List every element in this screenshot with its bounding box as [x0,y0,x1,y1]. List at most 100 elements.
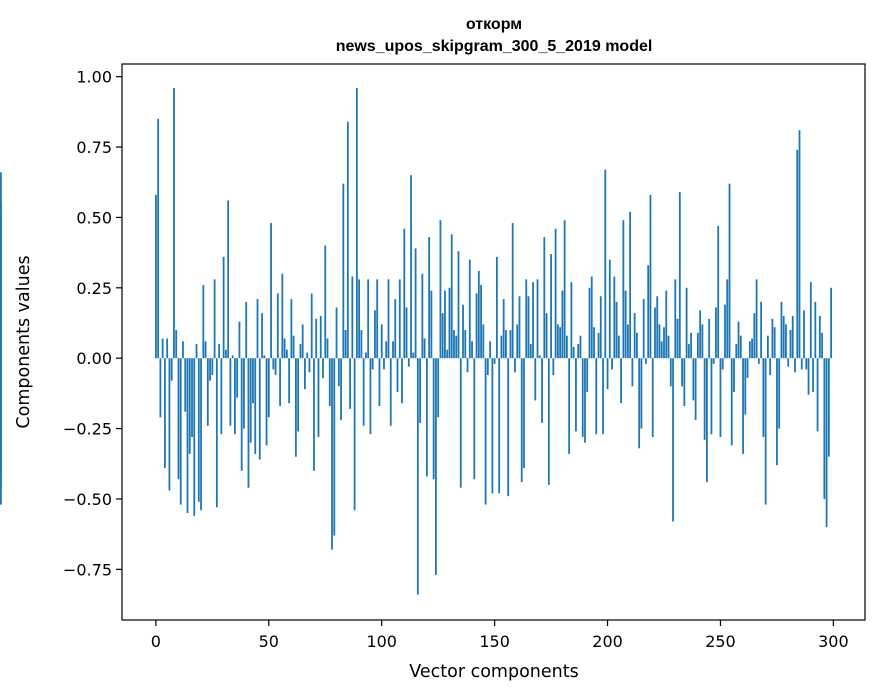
bar [665,290,668,359]
bar [168,358,171,491]
bar [789,330,792,359]
bar [335,307,338,359]
bar [559,327,562,359]
bar [751,338,753,359]
bar [340,358,342,421]
bar [281,273,284,359]
bar [204,341,207,359]
bar [206,358,209,426]
chart-title: откорм [466,16,522,33]
bar [403,228,406,359]
bar [258,358,261,460]
bar [505,330,507,359]
bar [471,341,473,359]
bar [0,346,2,359]
bar [597,332,600,359]
bar [202,284,205,359]
bar [728,183,731,359]
bar [313,358,315,471]
bar [254,358,257,454]
bar [626,324,629,359]
bar [344,330,347,359]
bar [0,172,2,359]
bar [823,358,826,499]
bar [362,358,365,426]
bar [0,358,2,460]
bar [256,299,259,359]
bar [733,358,735,392]
bar [351,276,354,359]
bar [674,279,677,359]
bar [717,225,720,359]
bar [184,358,187,412]
bar [545,313,548,359]
bar [398,279,401,359]
bar [791,315,794,359]
bar [215,358,218,508]
bar [538,355,541,359]
bar [211,358,214,376]
bar [378,358,381,407]
bar [710,358,713,435]
bar [482,324,485,359]
bar [468,259,471,359]
bar [615,301,618,359]
bar [292,335,295,359]
bar [331,358,333,550]
bar [288,358,291,404]
bar [658,324,661,359]
bar [724,304,726,359]
bar [414,248,417,359]
x-tick-label: 150 [479,632,510,651]
bar [191,358,193,438]
bar [620,358,622,404]
bar [299,344,302,359]
bar [703,358,706,440]
bar [376,279,379,359]
bar [209,358,211,381]
bar [642,299,645,359]
bar [267,358,270,418]
bar [475,293,478,359]
bar [238,321,241,359]
bar [195,344,198,359]
bar [200,358,202,511]
bar [374,310,376,359]
bar [735,344,738,359]
bar [283,338,286,359]
bar [495,256,498,359]
bar [394,299,397,359]
bar [310,293,313,359]
bar [746,358,749,378]
bar [809,282,812,359]
bar [491,358,494,494]
bar [453,330,455,359]
bar [511,223,514,359]
bar [753,313,756,359]
bar [604,169,607,359]
bar [448,287,451,359]
bar [383,358,385,370]
bar [353,358,356,511]
bar [581,358,584,438]
bar [407,358,410,367]
bar [602,358,604,435]
bar [294,358,297,457]
bar [593,327,595,359]
bar [484,358,487,505]
bar [525,279,528,359]
bar [276,293,279,359]
bar [324,245,327,359]
bar [304,358,306,390]
bar [683,358,686,407]
bar [410,175,412,359]
bar [699,310,702,359]
bar [444,290,446,359]
bar [800,358,803,370]
bar [624,290,627,359]
bar [636,332,638,359]
bar [500,335,503,359]
bar [164,358,166,468]
x-tick-label: 250 [705,632,736,651]
bar [371,358,374,370]
